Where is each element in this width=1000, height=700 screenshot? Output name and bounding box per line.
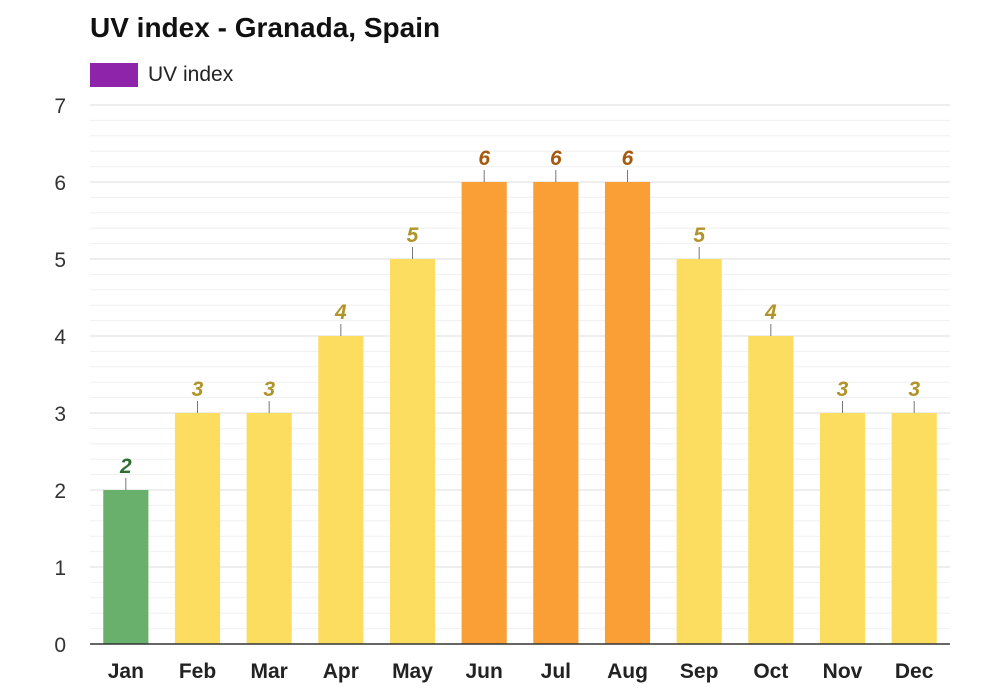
legend-label: UV index [148,63,234,86]
bar-jan [103,490,149,644]
data-label: 5 [693,224,705,247]
label-layer: 2 3 3 4 5 6 6 6 5 4 3 3 [119,147,920,490]
legend-swatch [90,63,138,87]
x-tick-label: May [392,660,433,683]
y-tick-label: 6 [54,172,66,195]
bar-jun [461,182,507,644]
bar-may [389,259,436,644]
legend: UV index [90,62,233,88]
data-label: 4 [334,301,347,324]
bar-dec [891,413,937,644]
data-label: 5 [407,224,419,247]
data-label: 3 [908,378,920,401]
x-tick-label: Sep [680,660,719,683]
bar-layer [103,182,937,644]
y-tick-label: 4 [54,326,66,349]
data-label: 2 [119,455,132,478]
bar-mar [246,413,292,644]
bar-apr [318,336,364,644]
grid-layer [90,104,950,630]
y-tick-label: 0 [54,634,66,657]
x-tick-label: Feb [179,660,216,683]
data-label: 6 [550,147,562,170]
bar-aug [604,182,651,644]
y-tick-label: 1 [54,557,66,580]
bar-nov [819,413,866,644]
data-label: 6 [478,147,490,170]
axis-layer: 0 1 2 3 4 5 6 7 Jan Feb Mar Apr May Jun Jul Aug Sep Oct No… [54,95,950,683]
bar-jul [533,182,579,644]
x-tick-label: Nov [823,660,863,683]
data-label: 6 [622,147,634,170]
y-tick-label: 2 [54,480,66,503]
y-tick-label: 3 [54,403,66,426]
data-label: 3 [192,378,204,401]
x-tick-label: Jun [465,660,502,683]
data-label: 4 [764,301,777,324]
x-tick-label: Mar [250,660,287,683]
bar-oct [748,336,794,644]
y-tick-label: 7 [54,95,66,118]
y-tick-label: 5 [54,249,66,272]
x-tick-label: Jan [108,660,144,683]
x-tick-label: Aug [607,660,648,683]
x-tick-label: Oct [753,660,788,683]
x-tick-label: Apr [323,660,359,683]
bar-sep [676,259,722,644]
data-label: 3 [837,378,849,401]
x-tick-label: Dec [895,660,934,683]
x-tick-label: Jul [541,660,571,683]
chart-title: UV index - Granada, Spain [90,12,441,43]
data-label: 3 [263,378,275,401]
bar-feb [174,413,221,644]
